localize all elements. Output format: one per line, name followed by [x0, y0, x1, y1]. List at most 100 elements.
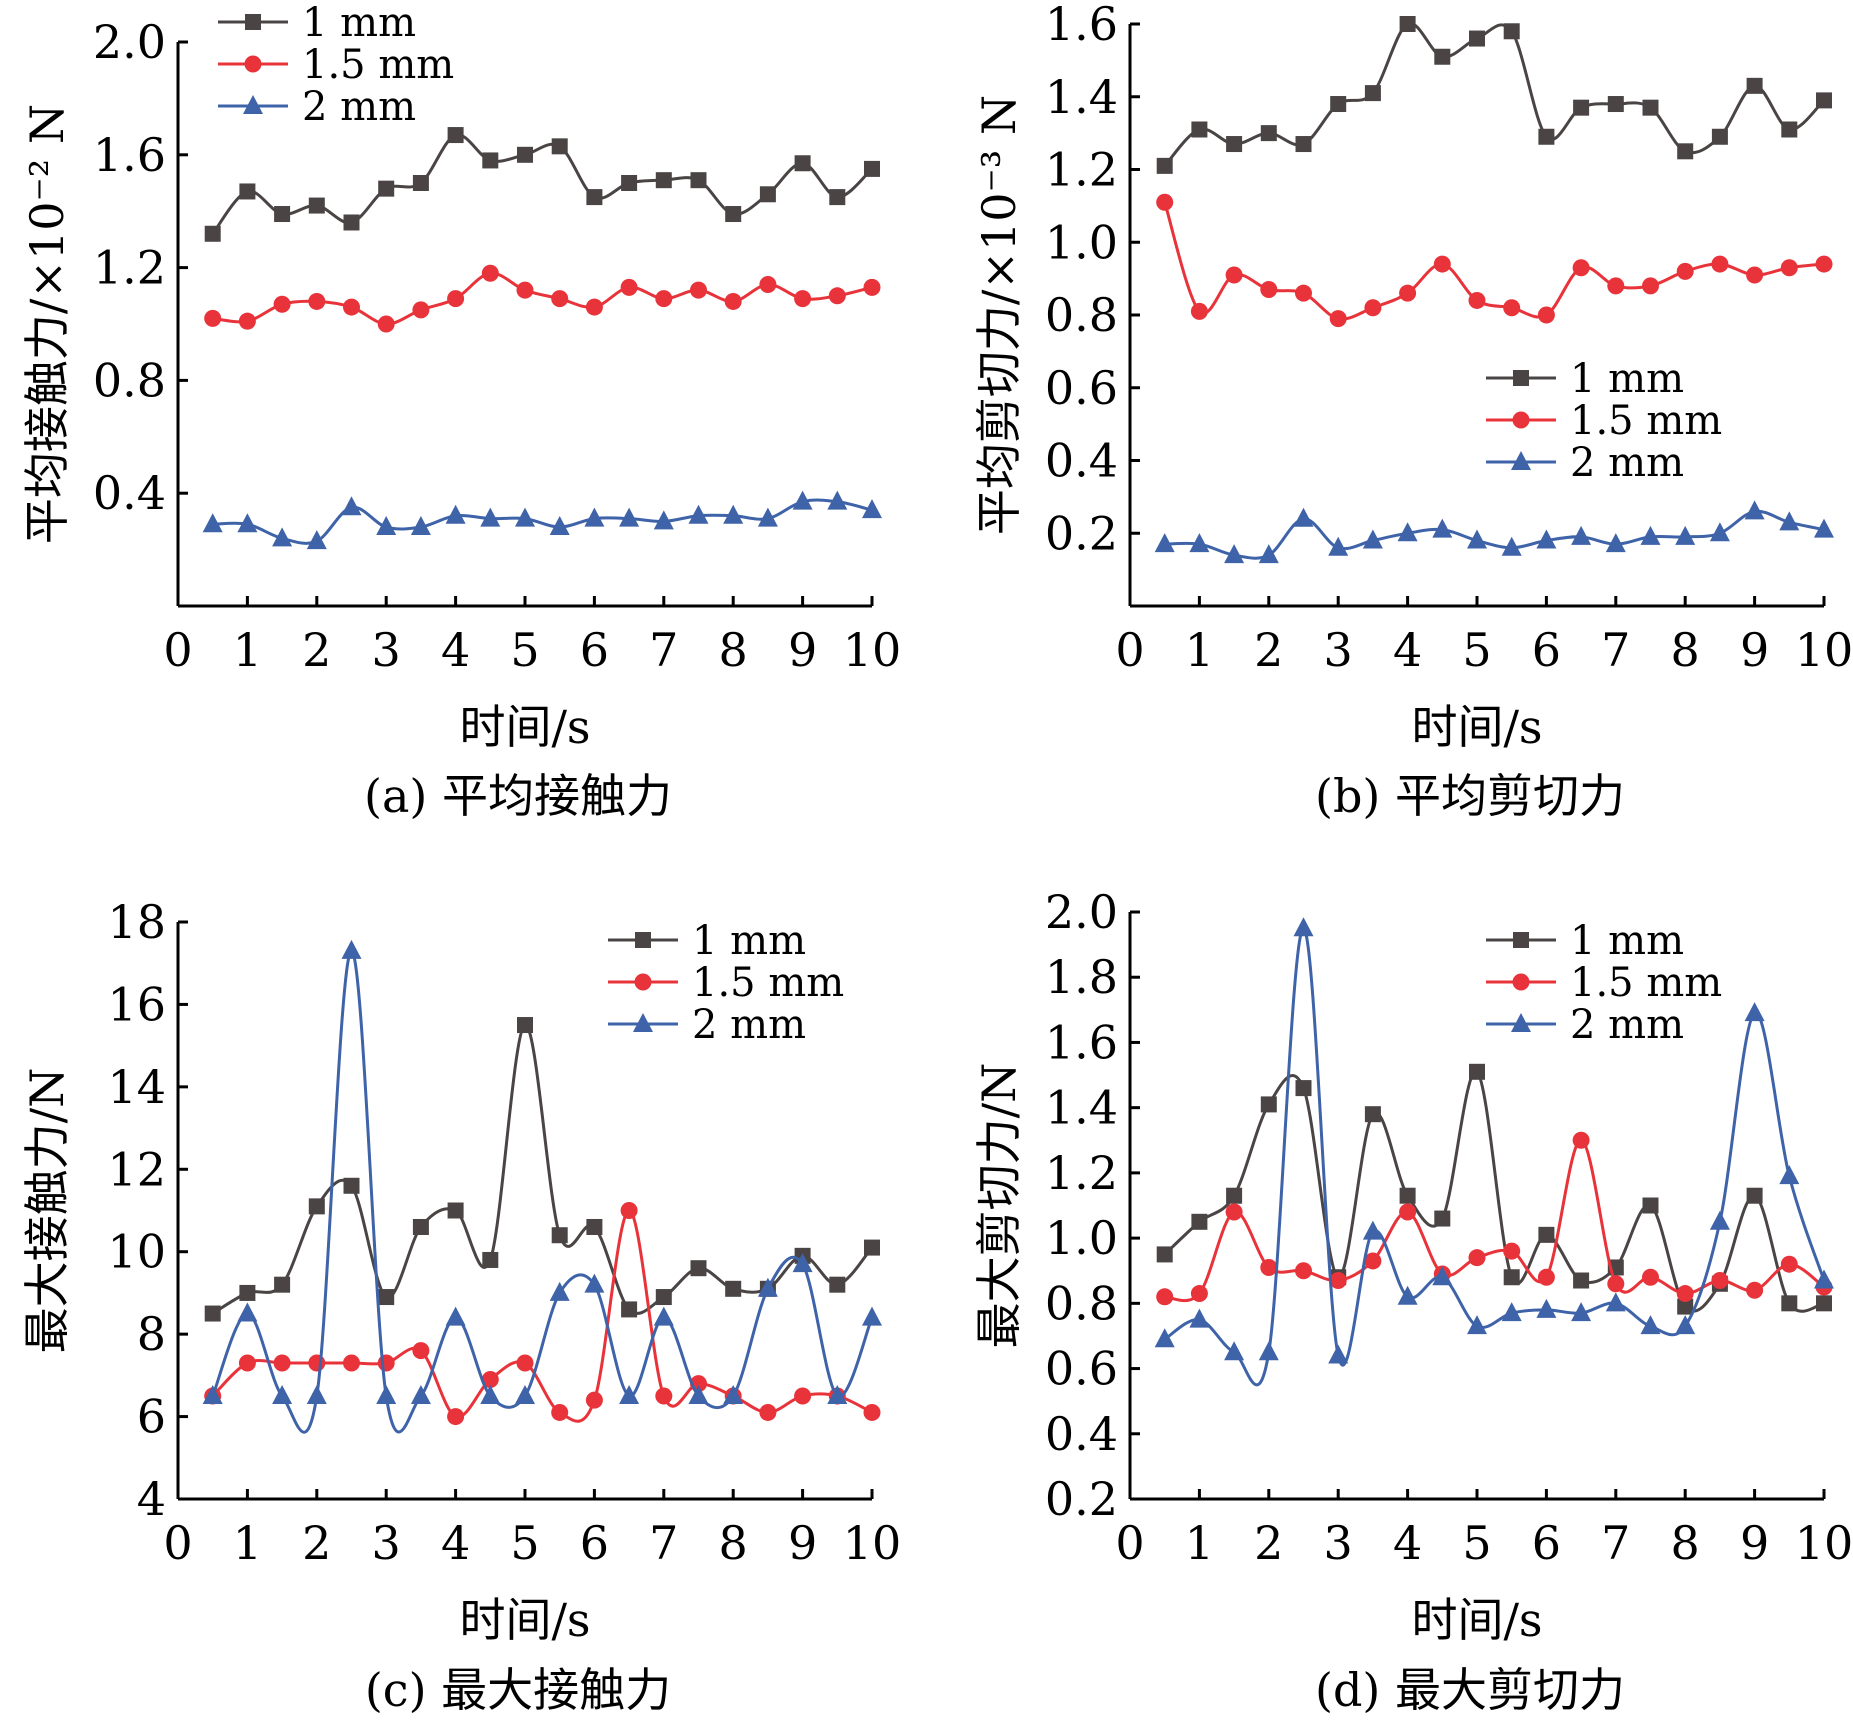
data-point: [445, 1306, 466, 1326]
data-point: [690, 1260, 707, 1277]
x-tick-label: 8: [719, 1516, 748, 1570]
data-point: [1467, 1315, 1487, 1335]
x-tick-label: 10: [843, 1516, 902, 1570]
data-point: [586, 189, 603, 206]
x-tick-label: 4: [441, 623, 470, 677]
legend-item: 1 mm: [218, 0, 416, 46]
data-point: [1501, 536, 1522, 556]
y-tick-label: 2.0: [1045, 885, 1118, 939]
data-point: [1156, 1246, 1173, 1263]
data-point: [1156, 1288, 1174, 1306]
series-line-2mm: [211, 949, 874, 1434]
data-point: [1295, 1262, 1312, 1280]
data-point: [1536, 529, 1557, 549]
data-point: [1607, 277, 1625, 295]
data-point: [1677, 1298, 1694, 1315]
data-point: [412, 1218, 429, 1235]
data-point: [551, 1227, 568, 1244]
data-point: [376, 1384, 397, 1404]
x-tick-label: 2: [302, 623, 331, 677]
data-point: [620, 1202, 638, 1219]
data-point: [1744, 1002, 1765, 1022]
caption-a: (a) 平均接触力: [364, 769, 672, 823]
data-point: [1432, 518, 1453, 538]
data-point: [829, 189, 846, 206]
data-point: [1779, 1165, 1800, 1185]
data-point: [1399, 284, 1417, 302]
y-axis-label: 平均剪切力/×10⁻³ N: [972, 95, 1026, 535]
data-point: [620, 278, 638, 296]
y-tick-label: 0.8: [1045, 288, 1118, 342]
data-point: [759, 1403, 777, 1421]
legend-marker: [633, 1013, 653, 1032]
data-point: [655, 172, 672, 189]
data-point: [272, 527, 293, 547]
data-point: [1295, 136, 1312, 153]
data-point: [619, 1384, 640, 1404]
data-point: [1607, 1275, 1625, 1293]
data-point: [237, 1302, 258, 1322]
data-point: [204, 309, 222, 327]
data-point: [308, 1198, 325, 1215]
data-point: [341, 496, 362, 516]
x-tick-label: 8: [719, 623, 748, 677]
data-point: [238, 312, 256, 330]
x-tick-label: 10: [1795, 623, 1853, 677]
legend-label: 2 mm: [1570, 1002, 1684, 1048]
data-point: [1607, 96, 1624, 113]
x-tick-label: 1: [233, 623, 262, 677]
data-point: [1226, 136, 1243, 153]
data-point: [1364, 299, 1382, 317]
legend-item: 2 mm: [1486, 440, 1684, 486]
data-point: [1780, 1255, 1798, 1273]
data-point: [621, 1301, 638, 1318]
data-point: [723, 504, 744, 524]
data-point: [1503, 1242, 1521, 1260]
data-point: [1260, 281, 1278, 299]
y-tick-label: 1.2: [1045, 143, 1118, 197]
data-point: [1225, 1203, 1243, 1221]
legend-item: 1.5 mm: [1486, 960, 1722, 1006]
legend-label: 2 mm: [692, 1002, 806, 1048]
data-point: [482, 1251, 499, 1268]
data-point: [792, 1253, 813, 1273]
data-point: [757, 507, 778, 527]
data-point: [1503, 1269, 1520, 1286]
data-point: [1642, 1268, 1659, 1286]
y-tick-label: 1.6: [1045, 0, 1118, 51]
data-point: [1640, 1315, 1661, 1335]
x-tick-label: 6: [580, 623, 609, 677]
data-point: [827, 1384, 848, 1404]
x-axis-label: 时间/s: [459, 700, 590, 754]
y-tick-label: 1.0: [1045, 1211, 1118, 1265]
data-point: [1536, 1298, 1557, 1318]
data-point: [1780, 259, 1798, 277]
data-point: [343, 298, 360, 316]
data-point: [1434, 1210, 1451, 1227]
data-point: [1260, 125, 1277, 142]
data-point: [1226, 1187, 1243, 1204]
data-point: [1537, 1268, 1555, 1286]
x-tick-label: 9: [1740, 1516, 1769, 1570]
data-point: [515, 1384, 535, 1404]
data-point: [688, 504, 709, 524]
legend-label: 1.5 mm: [1570, 398, 1722, 444]
data-point: [690, 172, 707, 189]
data-point: [515, 507, 535, 527]
y-tick-label: 1.8: [1045, 950, 1118, 1004]
data-point: [480, 1384, 501, 1404]
data-point: [410, 1384, 431, 1404]
legend-marker: [634, 973, 652, 991]
data-point: [1191, 1213, 1208, 1230]
x-tick-label: 5: [1462, 1516, 1491, 1570]
x-tick-label: 7: [649, 623, 678, 677]
x-tick-label: 10: [843, 623, 902, 677]
data-point: [272, 1384, 293, 1404]
y-tick-label: 0.2: [1045, 1472, 1118, 1526]
data-point: [1329, 310, 1347, 328]
data-point: [308, 292, 326, 310]
y-tick-label: 1.2: [1045, 1146, 1118, 1200]
y-tick-label: 0.8: [1045, 1276, 1118, 1330]
legend-item: 1.5 mm: [1486, 398, 1722, 444]
x-tick-label: 3: [1324, 623, 1353, 677]
